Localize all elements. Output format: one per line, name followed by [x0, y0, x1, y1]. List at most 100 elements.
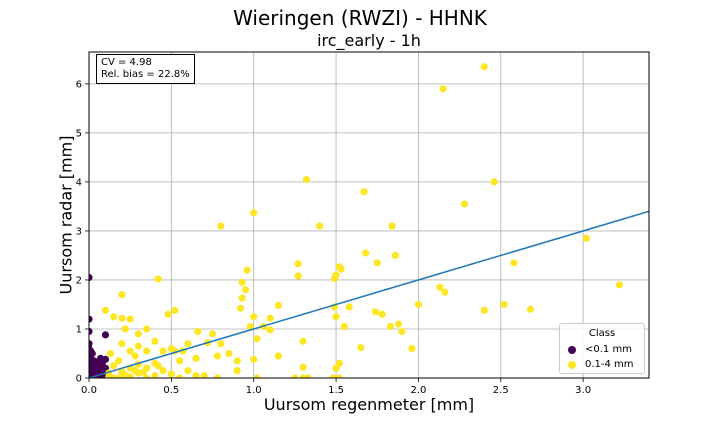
data-point-high [131, 367, 139, 375]
data-point-high [388, 222, 396, 230]
data-point-high [274, 352, 283, 360]
data-point-high [217, 222, 225, 230]
data-point-high [615, 281, 623, 289]
data-point-high [315, 222, 324, 230]
chart-subtitle: irc_early - 1h [317, 31, 421, 50]
data-point-high [500, 300, 508, 309]
y-tick-label: 1 [76, 324, 82, 335]
data-point-high [436, 283, 444, 291]
data-point-high [362, 249, 370, 257]
data-point-high [241, 286, 250, 294]
data-point-high [337, 265, 345, 273]
data-point-high [192, 354, 200, 362]
data-point-high [329, 374, 337, 378]
data-point-high [213, 374, 222, 378]
data-point-high [159, 347, 167, 355]
data-point-high [126, 347, 134, 355]
data-point-high [373, 259, 381, 267]
data-point-high [408, 344, 416, 353]
data-points [89, 63, 623, 378]
y-tick-label: 0 [76, 374, 82, 385]
data-point-high [131, 352, 139, 360]
data-point-high [238, 278, 246, 287]
grid-lines [88, 52, 649, 379]
data-point-high [299, 337, 307, 345]
data-point-low [89, 349, 96, 358]
data-point-high [330, 274, 339, 283]
x-tick-label: 0.5 [163, 385, 179, 396]
data-point-high [250, 313, 258, 321]
data-point-high [274, 301, 283, 310]
data-point-high [357, 344, 365, 352]
legend-label-low: <0.1 mm [585, 344, 632, 355]
data-point-high [225, 349, 233, 358]
data-point-high [110, 362, 118, 370]
data-point-high [243, 266, 251, 274]
data-point-high [340, 322, 348, 331]
stat-cv: CV = 4.98 [101, 57, 152, 68]
data-point-high [266, 314, 274, 322]
data-point-high [480, 306, 488, 314]
data-point-high [139, 368, 147, 376]
data-point-high [217, 340, 225, 348]
data-point-high [143, 325, 151, 333]
data-point-high [386, 322, 395, 331]
axis-ticks: 0.0 0.5 1.0 1.5 2.0 2.5 3.0 0 1 2 3 4 5 6 [76, 79, 591, 396]
chart-title: Wieringen (RWZI) - HHNK [233, 6, 487, 30]
data-point-high [236, 304, 245, 312]
data-point-high [151, 337, 159, 345]
data-point-high [159, 367, 167, 375]
data-point-high [184, 340, 192, 348]
data-point-high [101, 306, 110, 314]
data-point-high [460, 200, 469, 208]
data-point-high [118, 291, 126, 299]
data-point-high [253, 335, 261, 343]
legend-item-high: 0.1-4 mm [568, 359, 634, 370]
y-tick-label: 5 [76, 128, 82, 139]
data-point-high [184, 367, 192, 375]
legend-marker-low [568, 345, 576, 354]
regression-line [89, 210, 649, 378]
data-point-high [398, 327, 406, 336]
data-point-high [335, 374, 343, 378]
y-tick-label: 6 [76, 79, 82, 90]
data-point-low [101, 331, 110, 339]
data-point-high [480, 63, 488, 71]
data-point-high [213, 352, 222, 360]
stat-rel-bias: Rel. bias = 22.8% [101, 69, 190, 80]
data-point-high [175, 357, 184, 365]
data-point-high [302, 175, 311, 184]
x-tick-label: 1.5 [328, 385, 344, 396]
data-point-high [378, 310, 386, 318]
data-point-high [208, 330, 217, 338]
data-point-high [250, 209, 258, 217]
y-tick-label: 2 [76, 275, 82, 286]
data-point-low [89, 327, 93, 336]
data-point-high [118, 314, 126, 322]
data-point-high [526, 305, 535, 313]
legend-label-high: 0.1-4 mm [585, 359, 634, 370]
data-point-high [360, 188, 368, 196]
legend-item-low: <0.1 mm [568, 344, 632, 355]
x-tick-label: 2.5 [493, 385, 509, 396]
y-axis-label: Uursom radar [mm] [56, 135, 76, 295]
y-tick-label: 4 [76, 177, 82, 188]
data-point-high [134, 342, 143, 350]
legend: Class <0.1 mm 0.1-4 mm [559, 323, 645, 374]
data-point-high [143, 347, 151, 355]
data-point-high [371, 308, 380, 316]
data-point-high [510, 259, 518, 267]
data-point-high [118, 340, 126, 348]
data-point-high [154, 275, 162, 283]
data-point-high [246, 322, 255, 331]
y-tick-label: 3 [76, 226, 82, 237]
data-point-high [250, 355, 258, 363]
data-point-high [167, 370, 175, 378]
data-point-high [164, 310, 172, 318]
data-point-high [121, 371, 129, 378]
data-point-low [101, 355, 110, 363]
data-point-high [115, 374, 123, 378]
data-point-high [582, 234, 591, 242]
x-tick-label: 3.0 [575, 385, 591, 396]
data-point-high [194, 327, 202, 336]
